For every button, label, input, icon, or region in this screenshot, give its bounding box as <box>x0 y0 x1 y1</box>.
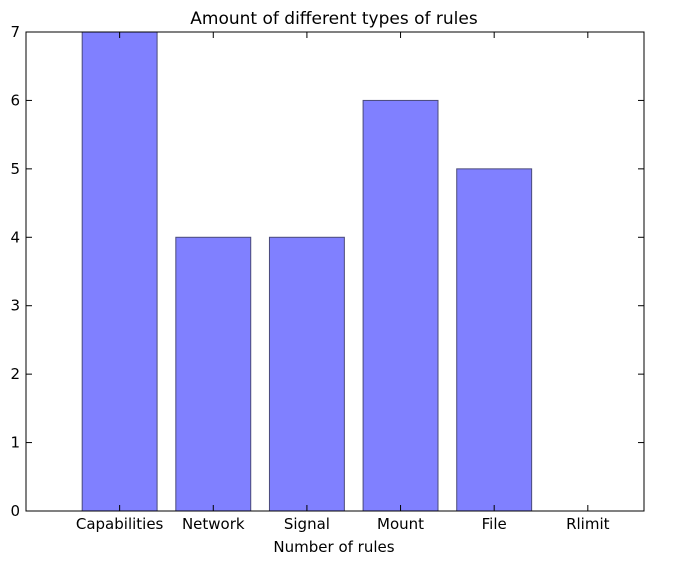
plot-frame <box>25 31 645 512</box>
x-axis: Capabilities Network Signal Mount File Rlimit <box>76 32 610 533</box>
bar-capabilities <box>81 31 158 512</box>
bar-signal <box>268 236 345 512</box>
x-tick-label-capabilities: Capabilities <box>76 515 164 533</box>
bars-group <box>81 31 533 512</box>
bar-mount <box>362 99 439 512</box>
x-tick-label-mount: Mount <box>377 515 424 533</box>
bar-network <box>175 236 252 512</box>
y-tick-label: 3 <box>10 297 20 315</box>
x-tick-label-signal: Signal <box>284 515 330 533</box>
x-axis-label: Number of rules <box>273 538 394 556</box>
y-tick-label: 5 <box>10 160 20 178</box>
chart-title: Amount of different types of rules <box>190 9 478 29</box>
x-tick-label-rlimit: Rlimit <box>566 515 610 533</box>
y-tick-label: 7 <box>10 23 20 41</box>
y-tick-label: 1 <box>10 434 20 452</box>
y-tick-label: 6 <box>10 91 20 109</box>
y-tick-label: 4 <box>10 228 20 246</box>
bar-file <box>456 168 533 512</box>
y-axis: 0 1 2 3 4 5 6 7 <box>10 23 644 520</box>
y-tick-label: 0 <box>10 502 20 520</box>
x-tick-label-file: File <box>482 515 507 533</box>
x-tick-label-network: Network <box>182 515 245 533</box>
y-tick-label: 2 <box>10 365 20 383</box>
